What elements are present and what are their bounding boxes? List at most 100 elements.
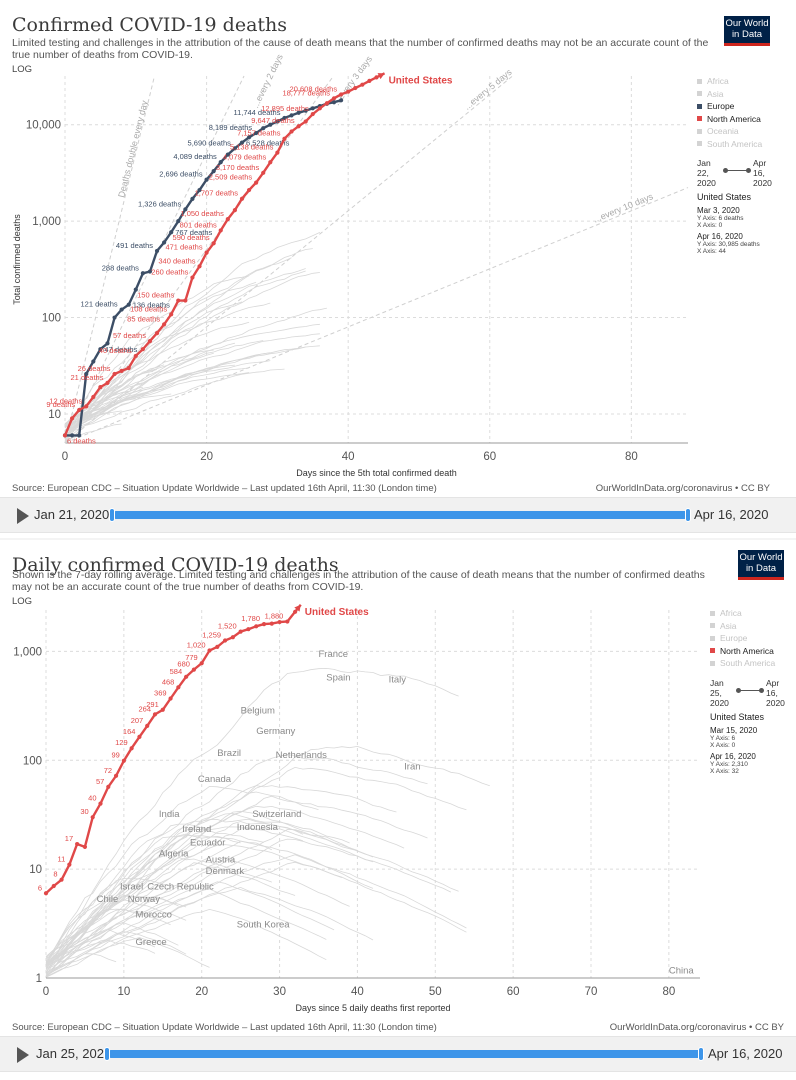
- background-country-line: [64, 307, 327, 438]
- legend-item[interactable]: South America: [697, 138, 792, 151]
- chart-title: Confirmed COVID-19 deaths: [12, 14, 288, 36]
- legend-item[interactable]: Asia: [710, 620, 792, 633]
- source-link[interactable]: OurWorldInData.org/coronavirus • CC BY: [609, 1022, 784, 1033]
- data-point: [218, 228, 223, 233]
- data-label: 12 deaths: [49, 396, 82, 405]
- timeline-slider-track[interactable]: [112, 511, 690, 519]
- data-label: 1,707 deaths: [195, 189, 239, 198]
- legend-item[interactable]: South America: [710, 657, 792, 670]
- timeline-start-handle[interactable]: [104, 1047, 110, 1061]
- hover-end-x: X Axis: 44: [697, 248, 726, 255]
- data-label: 26 deaths: [78, 364, 111, 373]
- background-country-line: [64, 333, 320, 429]
- data-label: 590 deaths: [173, 233, 210, 242]
- legend-item[interactable]: North America: [710, 645, 792, 658]
- background-country-line: [64, 275, 250, 427]
- owid-logo[interactable]: Our World in Data: [724, 16, 770, 46]
- owid-logo[interactable]: Our World in Data: [738, 550, 784, 580]
- hover-info: United States Mar 15, 2020 Y Axis: 6 X A…: [710, 712, 792, 775]
- data-label: 260 deaths: [151, 268, 188, 277]
- source-link[interactable]: OurWorldInData.org/coronavirus • CC BY: [595, 483, 770, 494]
- data-point: [211, 241, 216, 246]
- data-point: [51, 883, 56, 889]
- legend-label: South America: [720, 658, 776, 668]
- background-country-line: [64, 346, 306, 438]
- data-label: 4,079 deaths: [223, 152, 267, 161]
- country-label: France: [319, 649, 349, 660]
- y-tick-label: 10,000: [26, 120, 61, 132]
- data-point: [67, 862, 72, 867]
- background-country-line: [64, 232, 321, 440]
- timeline-slider-track[interactable]: [107, 1050, 703, 1058]
- data-point: [310, 106, 315, 111]
- data-point: [147, 338, 153, 344]
- range-end-date: Apr 16, 2020: [753, 158, 772, 188]
- data-point: [225, 216, 230, 222]
- data-point: [183, 298, 188, 303]
- logo-line-1: Our World: [739, 552, 783, 563]
- country-label: Algeria: [159, 849, 189, 860]
- legend-item[interactable]: Africa: [697, 75, 792, 88]
- data-point: [90, 815, 95, 820]
- data-point: [331, 100, 337, 105]
- legend-item[interactable]: Europe: [710, 632, 792, 645]
- country-label: Switzerland: [252, 809, 301, 820]
- series-line-europe: [65, 99, 342, 437]
- y-tick-label: 100: [23, 755, 42, 767]
- data-point: [43, 891, 49, 896]
- data-label: 491 deaths: [116, 241, 153, 250]
- range-end-date: Apr 16, 2020: [766, 677, 785, 708]
- background-country-line: [45, 844, 343, 957]
- data-point: [129, 746, 134, 751]
- doubling-reference-line: [64, 187, 689, 444]
- data-point: [77, 433, 82, 438]
- data-point: [133, 353, 138, 359]
- data-label: 5,690 deaths: [188, 138, 232, 147]
- y-tick-label: 10: [48, 409, 61, 421]
- legend-item[interactable]: Africa: [710, 607, 792, 620]
- legend-swatch: [697, 78, 702, 84]
- logo-line-1: Our World: [725, 18, 769, 29]
- x-tick-label: 60: [483, 451, 496, 463]
- data-label: 801 deaths: [180, 220, 217, 229]
- data-point: [197, 264, 202, 269]
- timeline-end-handle[interactable]: [698, 1047, 704, 1061]
- data-point: [225, 152, 230, 157]
- log-scale-toggle[interactable]: LOG: [12, 596, 33, 607]
- hover-start-x: X Axis: 0: [710, 741, 736, 749]
- data-point: [140, 271, 145, 276]
- country-label: Belgium: [241, 705, 275, 716]
- legend-label: Oceania: [707, 126, 739, 136]
- play-icon[interactable]: [17, 508, 29, 524]
- legend-item[interactable]: Asia: [697, 88, 792, 101]
- data-label: 6,528 deaths: [246, 139, 290, 148]
- hover-end-y: Y Axis: 2,310: [710, 760, 748, 768]
- x-tick-label: 40: [342, 451, 355, 463]
- series-end-arrow: [377, 73, 385, 80]
- log-scale-toggle[interactable]: LOG: [12, 64, 33, 75]
- country-label: Greece: [136, 937, 167, 948]
- legend-item[interactable]: Europe: [697, 100, 792, 113]
- legend-item[interactable]: North America: [697, 113, 792, 126]
- timeline-end-handle[interactable]: [685, 508, 691, 522]
- data-label: 1,780: [241, 614, 260, 623]
- legend-item[interactable]: Oceania: [697, 125, 792, 138]
- country-label: Netherlands: [276, 750, 327, 761]
- play-icon[interactable]: [17, 1047, 29, 1063]
- data-label: 85 deaths: [127, 314, 160, 323]
- legend: Africa Asia Europe North America Oceania Sout…: [697, 75, 792, 255]
- data-label: 57 deaths: [113, 331, 146, 340]
- y-tick-label: 1,000: [32, 216, 61, 228]
- country-label: Ecuador: [190, 837, 225, 848]
- legend-items: Africa Asia Europe North America South Ameri…: [710, 607, 792, 670]
- data-point: [62, 433, 68, 438]
- legend-swatch: [710, 648, 715, 654]
- range-start-date: Jan 22, 2020: [697, 158, 716, 188]
- background-country-line: [45, 838, 452, 969]
- data-point: [269, 621, 274, 626]
- legend-items: Africa Asia Europe North America Oceania Sout…: [697, 75, 792, 150]
- hover-country: United States: [697, 192, 752, 202]
- total-deaths-plot: 10 100 1,000 10,000 0 20 40 60 80 Days since the …: [12, 52, 689, 478]
- data-label: 584: [170, 667, 183, 676]
- timeline-start-handle[interactable]: [109, 508, 115, 522]
